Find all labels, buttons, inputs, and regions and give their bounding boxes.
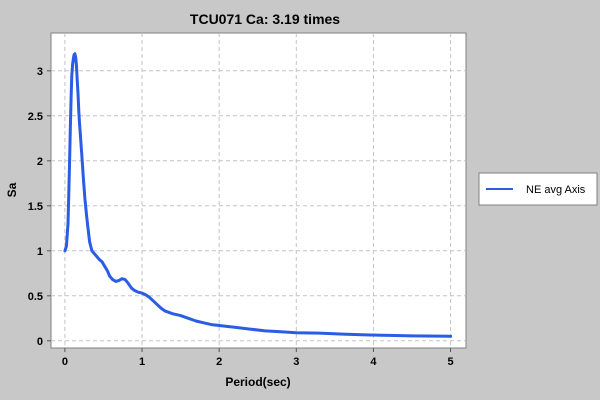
x-tick-label: 5 xyxy=(448,356,454,368)
x-tick-label: 0 xyxy=(62,356,68,368)
grid-lines xyxy=(51,33,466,348)
series-line-ne-avg-axis xyxy=(63,52,453,338)
y-tick-label: 3 xyxy=(37,66,43,78)
y-tick-label: 2.5 xyxy=(28,111,43,123)
x-tick-label: 1 xyxy=(139,356,145,368)
series-layer xyxy=(63,52,453,338)
chart-title: TCU071 Ca: 3.19 times xyxy=(190,11,340,27)
y-tick-label: 1 xyxy=(37,246,43,258)
x-axis-label: Period(sec) xyxy=(225,375,290,389)
x-tick-label: 4 xyxy=(370,356,377,368)
y-axis-label: Sa xyxy=(5,182,19,197)
axis-ticks: 0 1 2 3 4 5 0 0.5 1 1.5 2 2.5 3 xyxy=(28,66,454,368)
plot-area xyxy=(50,32,467,349)
legend-label-ne-avg-axis: NE avg Axis xyxy=(526,184,586,196)
y-tick-label: 2 xyxy=(37,156,43,168)
y-tick-label: 0.5 xyxy=(28,291,43,303)
y-tick-label: 1.5 xyxy=(28,201,43,213)
y-tick-label: 0 xyxy=(37,336,43,348)
legend: NE avg Axis xyxy=(478,172,598,206)
x-tick-label: 3 xyxy=(293,356,299,368)
x-tick-label: 2 xyxy=(216,356,222,368)
